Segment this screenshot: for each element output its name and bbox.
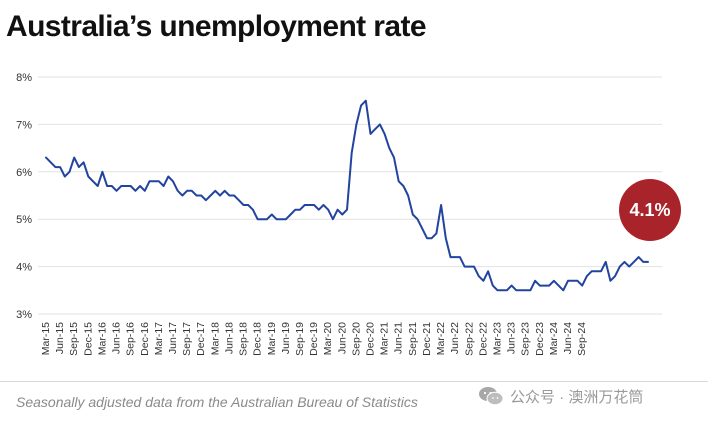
source-note: Seasonally adjusted data from the Austra… xyxy=(16,394,418,410)
gridlines xyxy=(38,76,662,315)
x-tick-label: Dec-21 xyxy=(421,322,433,356)
page-title: Australia’s unemployment rate xyxy=(6,10,427,43)
unemployment-rate-line xyxy=(45,99,649,292)
x-tick-label: Sep-20 xyxy=(350,322,362,356)
x-tick-label: Mar-22 xyxy=(435,322,447,355)
y-tick-label: 7% xyxy=(16,119,32,131)
x-tick-label: Dec-20 xyxy=(365,322,377,356)
watermark: 公众号 · 澳洲万花筒 xyxy=(478,384,643,408)
y-tick-label: 5% xyxy=(16,214,32,226)
x-tick-label: Mar-24 xyxy=(548,322,560,355)
x-tick-label: Mar-17 xyxy=(153,322,165,355)
watermark-text: 公众号 · 澳洲万花筒 xyxy=(510,388,644,406)
y-tick-label: 8% xyxy=(16,72,32,84)
x-tick-label: Sep-21 xyxy=(407,322,419,356)
x-tick-label: Jun-17 xyxy=(167,322,179,354)
x-tick-label: Sep-15 xyxy=(68,322,80,356)
x-tick-label: Mar-19 xyxy=(266,322,278,355)
x-tick-label: Mar-20 xyxy=(322,322,334,355)
x-tick-label: Jun-24 xyxy=(562,322,574,354)
y-axis-ticks: 3% 4% 5% 6% 7% 8% xyxy=(16,72,32,321)
x-tick-label: Dec-18 xyxy=(252,322,264,356)
line-chart: 3%4%5%6%7%8% Mar-15 Jun-15 Sep-15 Dec-15 Mar… xyxy=(16,72,662,356)
x-tick-label: Dec-19 xyxy=(308,322,320,356)
x-tick-label: Jun-16 xyxy=(111,322,123,354)
x-tick-label: Sep-19 xyxy=(294,322,306,356)
x-tick-label: Dec-23 xyxy=(534,322,546,356)
x-tick-label: Sep-23 xyxy=(520,322,532,356)
footer-divider xyxy=(0,381,708,382)
x-tick-label: Dec-17 xyxy=(195,322,207,356)
latest-value-label: 4.1% xyxy=(629,199,671,220)
x-tick-label: Sep-22 xyxy=(463,322,475,356)
x-tick-label: Dec-15 xyxy=(82,322,94,356)
x-tick-label: Jun-20 xyxy=(336,322,348,354)
x-tick-label: Jun-19 xyxy=(280,322,292,354)
y-tick-label: 3% xyxy=(16,309,32,321)
y-tick-label: 6% xyxy=(16,167,32,179)
x-tick-label: Jun-22 xyxy=(449,322,461,354)
x-tick-label: Mar-21 xyxy=(379,322,391,355)
x-axis-ticks: Mar-15 Jun-15 Sep-15 Dec-15 Mar-16 Jun-16 Sep-… xyxy=(40,322,588,356)
latest-value-badge: 4.1% xyxy=(619,179,681,241)
y-tick-label: 4% xyxy=(16,262,32,274)
x-tick-label: Sep-16 xyxy=(125,322,137,356)
x-tick-label: Jun-18 xyxy=(223,322,235,354)
x-tick-label: Sep-18 xyxy=(238,322,250,356)
x-tick-label: Jun-15 xyxy=(54,322,66,354)
x-tick-label: Sep-24 xyxy=(576,322,588,356)
x-tick-label: Dec-16 xyxy=(139,322,151,356)
x-tick-label: Mar-18 xyxy=(209,322,221,355)
x-tick-label: Jun-23 xyxy=(506,322,518,354)
x-tick-label: Mar-23 xyxy=(492,322,504,355)
x-tick-label: Mar-16 xyxy=(96,322,108,355)
wechat-icon xyxy=(479,387,504,406)
x-tick-label: Dec-22 xyxy=(477,322,489,356)
x-tick-label: Mar-15 xyxy=(40,322,52,355)
x-tick-label: Jun-21 xyxy=(393,322,405,354)
x-tick-label: Sep-17 xyxy=(181,322,193,356)
